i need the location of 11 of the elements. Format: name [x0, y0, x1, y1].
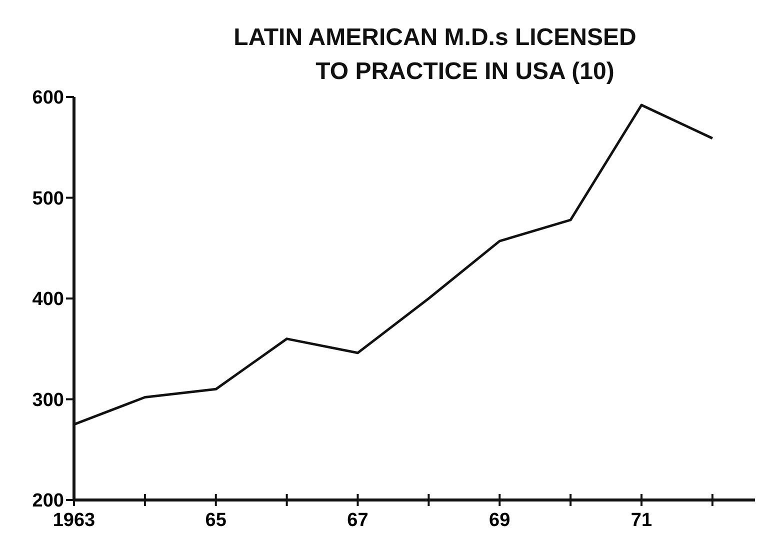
x-tick-label: 1963 — [52, 510, 96, 531]
chart-title: LATIN AMERICAN M.D.s LICENSED TO PRACTICE IN USA (10) — [234, 24, 636, 85]
y-tick-label: 200 — [32, 490, 64, 512]
x-tick-label: 65 — [205, 510, 227, 531]
x-tick-label: 71 — [630, 510, 652, 531]
y-tick-label: 500 — [32, 188, 64, 210]
y-tick-label: 300 — [32, 390, 64, 411]
x-tick-label: 69 — [489, 510, 510, 531]
y-tick-label: 400 — [32, 289, 64, 310]
x-tick-label: 67 — [347, 510, 368, 531]
y-tick-label: 600 — [32, 88, 64, 109]
